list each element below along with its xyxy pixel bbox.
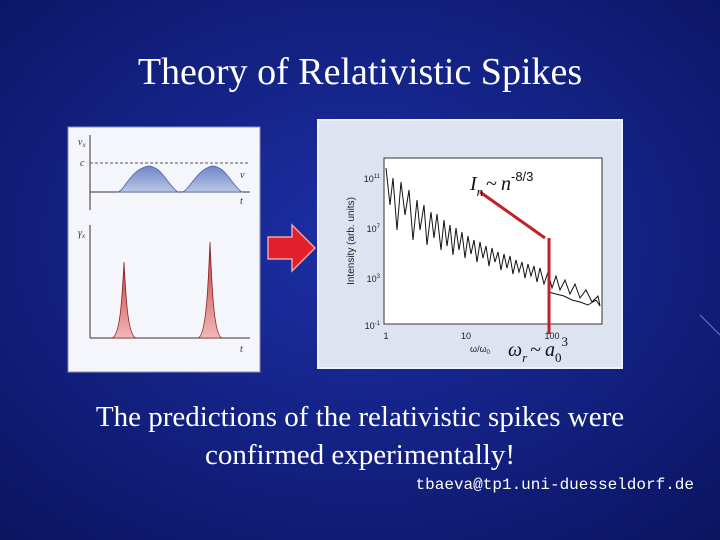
annotation-base: n	[501, 173, 511, 195]
tick-exponent: 11	[374, 174, 381, 180]
tick-exponent: 7	[377, 224, 381, 230]
annotation-subscript: 0	[555, 350, 562, 365]
annotation-bottom: ωr ~ a03	[508, 334, 568, 365]
tick-base: 10	[365, 321, 375, 331]
y-tick-label: 103	[367, 274, 381, 284]
axis-label: γx	[78, 228, 86, 240]
left-figure: vx c v t γx t	[67, 126, 261, 373]
label-subscript: 0	[487, 350, 491, 356]
annotation-subscript: r	[522, 350, 528, 365]
label-symbol: γ	[78, 228, 83, 239]
level-label: c	[80, 158, 85, 169]
decoration	[699, 314, 720, 336]
annotation-relation: ~	[486, 173, 497, 195]
annotation-superscript: -8/3	[511, 169, 533, 184]
annotation-relation: ~	[530, 339, 541, 361]
label-text: ω/ω	[470, 344, 487, 354]
figure-frame	[67, 126, 261, 373]
annotation-symbol: ω	[508, 339, 522, 361]
gamma-spike	[197, 241, 223, 339]
axis-label: vx	[78, 137, 86, 149]
right-figure: Intensity (arb. units) 1011 107 103 10-1…	[317, 119, 623, 369]
tick-exponent: -1	[375, 321, 381, 327]
y-tick-label: 107	[367, 224, 381, 234]
velocity-hump	[117, 165, 180, 193]
slide-title: Theory of Relativistic Spikes	[138, 51, 582, 93]
body-box: The predictions of the relativistic spik…	[95, 401, 625, 471]
annotation-top: In ~ n-8/3	[469, 169, 533, 199]
label-symbol: v	[78, 137, 83, 148]
fit-line	[479, 190, 546, 240]
annotation-symbol: I	[469, 173, 478, 195]
annotation-base: a	[545, 339, 555, 361]
x-ticks: 1 10 100	[383, 331, 559, 341]
x-tick-label: 100	[544, 331, 559, 341]
x-axis-label: ω/ω0	[470, 344, 491, 356]
y-ticks: 1011 107 103 10-1	[364, 174, 381, 331]
arrow	[267, 223, 317, 273]
body-text: The predictions of the relativistic spik…	[95, 401, 625, 471]
y-tick-label: 1011	[364, 174, 381, 184]
x-tick-label: 10	[461, 331, 471, 341]
tick-base: 10	[367, 224, 377, 234]
tick-base: 10	[364, 174, 374, 184]
tick-exponent: 3	[377, 274, 381, 280]
velocity-hump	[181, 165, 244, 193]
footer-email: tbaeva@tp1.uni-duesseldorf.de	[416, 476, 694, 494]
label-subscript: x	[81, 232, 86, 240]
curve-label: v	[240, 170, 245, 181]
label-subscript: x	[81, 141, 86, 149]
time-label: t	[240, 196, 243, 207]
y-axis-label: Intensity (arb. units)	[346, 197, 357, 285]
tick-base: 10	[367, 274, 377, 284]
gamma-spike	[111, 261, 137, 339]
x-tick-label: 1	[383, 331, 388, 341]
time-label: t	[240, 344, 243, 355]
y-tick-label: 10-1	[365, 321, 381, 331]
spectrum-curve	[385, 167, 601, 307]
annotation-superscript: 3	[562, 334, 569, 349]
annotation-subscript: n	[477, 184, 484, 199]
